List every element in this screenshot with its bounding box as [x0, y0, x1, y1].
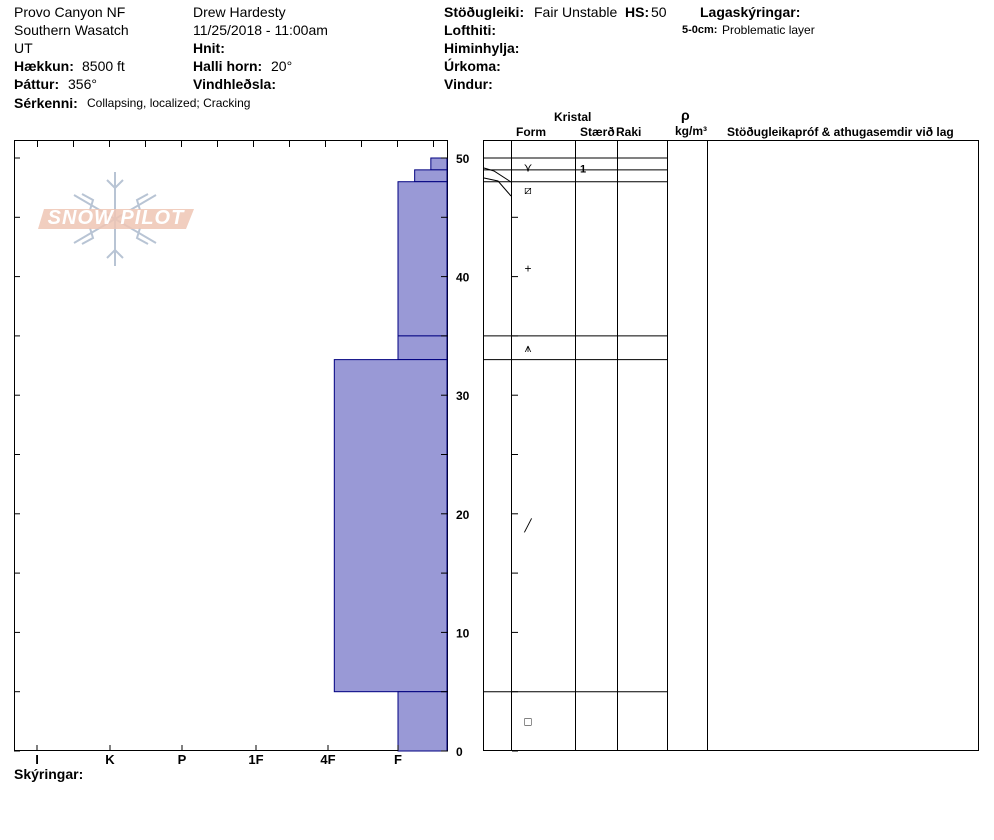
- aspect-label: Þáttur:: [14, 76, 60, 92]
- hardness-bar: [414, 169, 448, 183]
- depth-tick-label: 20: [456, 508, 470, 522]
- depth-tick-label: 50: [456, 152, 470, 166]
- hardness-bar: [430, 157, 448, 171]
- precip-label: Úrkoma:: [444, 58, 501, 74]
- layer-table-columns: [511, 140, 708, 751]
- datetime: 11/25/2018 - 11:00am: [193, 22, 328, 38]
- wind-loading-label: Vindhleðsla:: [193, 76, 276, 92]
- size-header: Stærð: [580, 125, 615, 139]
- moisture-header: Raki: [616, 125, 642, 139]
- grain-form-icon: ⋎: [524, 160, 533, 174]
- coords-label: Hnit:: [193, 40, 225, 56]
- features-label: Sérkenni:: [14, 95, 78, 111]
- grain-form-icon: ╱: [523, 518, 532, 533]
- slope-value: 20°: [271, 58, 293, 74]
- density-unit-header: kg/m³: [675, 124, 708, 138]
- aspect-value: 356°: [68, 76, 97, 92]
- slope-label: Halli horn:: [193, 58, 263, 74]
- grain-form-icon: □: [524, 714, 531, 728]
- hardness-tick-label: 1F: [248, 752, 263, 767]
- depth-ticks: 0 10 20 30 40 50: [14, 152, 518, 759]
- legend-text: Problematic layer: [722, 23, 815, 37]
- hardness-bar: [397, 181, 448, 337]
- layer-table-rows: ⋎ ⧄ + ⩚ ╱ □ 1: [483, 157, 667, 728]
- hs-value: 50: [651, 4, 667, 20]
- hardness-ticks: I K P 1F 4F F: [35, 141, 434, 767]
- depth-tick-label: 10: [456, 626, 470, 640]
- grain-form-icon: ⩚: [525, 341, 532, 355]
- form-header: Form: [516, 125, 546, 139]
- comments-label: Skýringar:: [14, 766, 84, 782]
- stability-label: Stöðugleiki:: [444, 4, 525, 20]
- wind-label: Vindur:: [444, 76, 493, 92]
- layer-connector: [483, 167, 512, 183]
- air-temp-label: Lofthiti:: [444, 22, 497, 38]
- depth-tick-label: 40: [456, 271, 470, 285]
- hardness-bar: [397, 335, 448, 361]
- layer-table-frame: [483, 140, 979, 751]
- tests-header: Stöðugleikapróf & athugasemdir við lag: [727, 125, 954, 139]
- hardness-bars: [333, 157, 448, 752]
- stability-value: Fair Unstable: [534, 4, 618, 20]
- rho-header: ρ: [681, 107, 690, 123]
- hardness-tick-label: 4F: [320, 752, 335, 767]
- state: UT: [14, 40, 33, 56]
- grain-form-icon: ⧄: [524, 183, 532, 197]
- crystal-header: Kristal: [554, 110, 592, 124]
- layer-connector: [483, 177, 512, 197]
- observer: Drew Hardesty: [193, 4, 286, 20]
- features-value: Collapsing, localized; Cracking: [87, 96, 251, 110]
- depth-tick-label: 30: [456, 389, 470, 403]
- logo-banner: [38, 209, 194, 229]
- hardness-plot-frame: [14, 140, 448, 751]
- depth-tick-label: 0: [456, 745, 463, 759]
- grain-size-value: 1: [580, 164, 586, 176]
- range: Southern Wasatch: [14, 22, 129, 38]
- hs-label: HS:: [625, 4, 650, 20]
- legend-title: Lagaskýringar:: [700, 4, 801, 20]
- hardness-tick-label: K: [105, 752, 115, 767]
- location: Provo Canyon NF: [14, 4, 126, 20]
- elevation-label: Hækkun:: [14, 58, 74, 74]
- hardness-tick-label: P: [178, 752, 187, 767]
- hardness-bar: [333, 359, 448, 693]
- sky-label: Himinhylja:: [444, 40, 520, 56]
- hardness-tick-label: F: [394, 752, 402, 767]
- elevation-value: 8500 ft: [82, 58, 125, 74]
- grain-form-icon: +: [524, 261, 531, 275]
- legend-depth: 5-0cm:: [682, 24, 718, 36]
- hardness-tick-label: I: [35, 752, 39, 767]
- snowpilot-logo-text: SNOW PILOT: [47, 207, 185, 229]
- hardness-bar: [397, 691, 448, 752]
